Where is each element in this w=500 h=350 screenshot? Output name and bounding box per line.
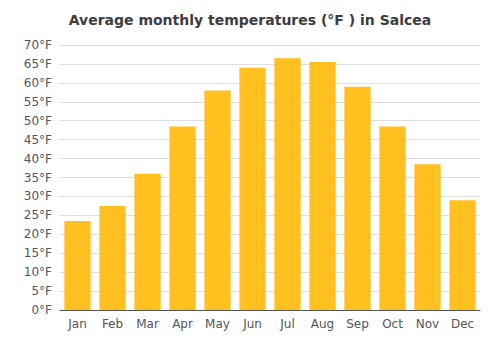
svg-text:65°F: 65°F [24, 57, 52, 71]
svg-text:45°F: 45°F [24, 133, 52, 147]
svg-text:Sep: Sep [346, 317, 369, 331]
svg-text:55°F: 55°F [24, 95, 52, 109]
svg-text:Feb: Feb [102, 317, 123, 331]
svg-text:35°F: 35°F [24, 171, 52, 185]
svg-text:Aug: Aug [311, 317, 334, 331]
svg-text:40°F: 40°F [24, 152, 52, 166]
svg-text:Jan: Jan [67, 317, 87, 331]
svg-text:Average monthly temperatures (: Average monthly temperatures (°F ) in Sa… [69, 12, 432, 28]
svg-text:5°F: 5°F [31, 284, 52, 298]
svg-text:May: May [205, 317, 230, 331]
svg-text:Jun: Jun [242, 317, 262, 331]
svg-text:Apr: Apr [172, 317, 193, 331]
svg-text:70°F: 70°F [24, 38, 52, 52]
svg-text:20°F: 20°F [24, 227, 52, 241]
svg-text:Dec: Dec [451, 317, 474, 331]
svg-text:10°F: 10°F [24, 265, 52, 279]
svg-text:50°F: 50°F [24, 114, 52, 128]
svg-text:Jul: Jul [279, 317, 294, 331]
svg-text:Nov: Nov [416, 317, 439, 331]
svg-text:30°F: 30°F [24, 189, 52, 203]
svg-text:Oct: Oct [382, 317, 403, 331]
svg-text:60°F: 60°F [24, 76, 52, 90]
svg-text:25°F: 25°F [24, 208, 52, 222]
svg-text:0°F: 0°F [31, 303, 52, 317]
svg-text:15°F: 15°F [24, 246, 52, 260]
svg-text:Mar: Mar [136, 317, 159, 331]
